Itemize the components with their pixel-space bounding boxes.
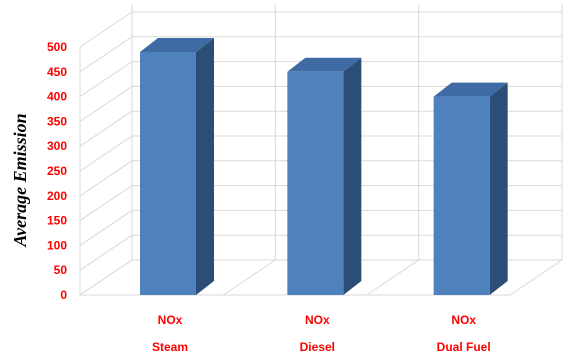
bar-dual-fuel <box>433 82 508 295</box>
bar-front-face <box>287 71 344 295</box>
y-tick-label: 400 <box>47 90 67 104</box>
y-tick-label: 100 <box>47 238 67 252</box>
side-wall-gridline <box>79 135 133 172</box>
x-series-label: NOx <box>305 313 330 327</box>
y-tick-label: 350 <box>47 114 67 128</box>
bar-side-face <box>196 37 214 296</box>
x-series-label: NOx <box>158 313 183 327</box>
y-tick-label: 300 <box>47 139 67 153</box>
floor-divider <box>223 259 276 296</box>
y-tick-label: 50 <box>54 263 68 277</box>
bar-layer <box>140 37 508 296</box>
bar-top-face <box>433 82 508 97</box>
y-tick-label: 250 <box>47 164 67 178</box>
side-wall-gridline <box>79 11 133 48</box>
side-wall-gridline <box>79 110 133 147</box>
y-tick-label: 200 <box>47 189 67 203</box>
bar-side-face <box>489 82 508 295</box>
side-wall-gridline <box>79 61 133 98</box>
side-wall-gridline <box>79 85 133 122</box>
y-tick-label: 0 <box>60 288 67 302</box>
side-wall-gridline <box>79 209 133 246</box>
side-wall-gridline <box>79 185 133 222</box>
side-wall-gridline <box>79 36 133 73</box>
bar-front-face <box>140 51 196 296</box>
x-category-label: Diesel <box>300 340 335 354</box>
bar-steam <box>140 37 214 296</box>
floor-divider <box>79 259 133 296</box>
side-wall-gridline <box>79 160 133 197</box>
y-tick-label: 500 <box>47 40 67 54</box>
bar-top-face <box>287 57 362 72</box>
text-layer: 0 50 100 150 200 250 300 350 400 450 500 NOx Steam NO… <box>47 40 491 354</box>
x-category-label: Steam <box>152 340 188 354</box>
x-category-label: Dual Fuel <box>437 340 491 354</box>
x-series-label: NOx <box>451 313 476 327</box>
y-axis-label: Average Emission <box>10 113 30 247</box>
bar-top-face <box>140 37 214 52</box>
floor-divider <box>366 259 419 296</box>
bar-front-face <box>433 96 490 295</box>
y-tick-label: 450 <box>47 65 67 79</box>
side-wall-gridline <box>79 234 133 271</box>
bar-diesel <box>287 57 362 295</box>
floor-divider <box>509 259 563 296</box>
bar-side-face <box>343 57 362 295</box>
y-tick-label: 150 <box>47 214 67 228</box>
